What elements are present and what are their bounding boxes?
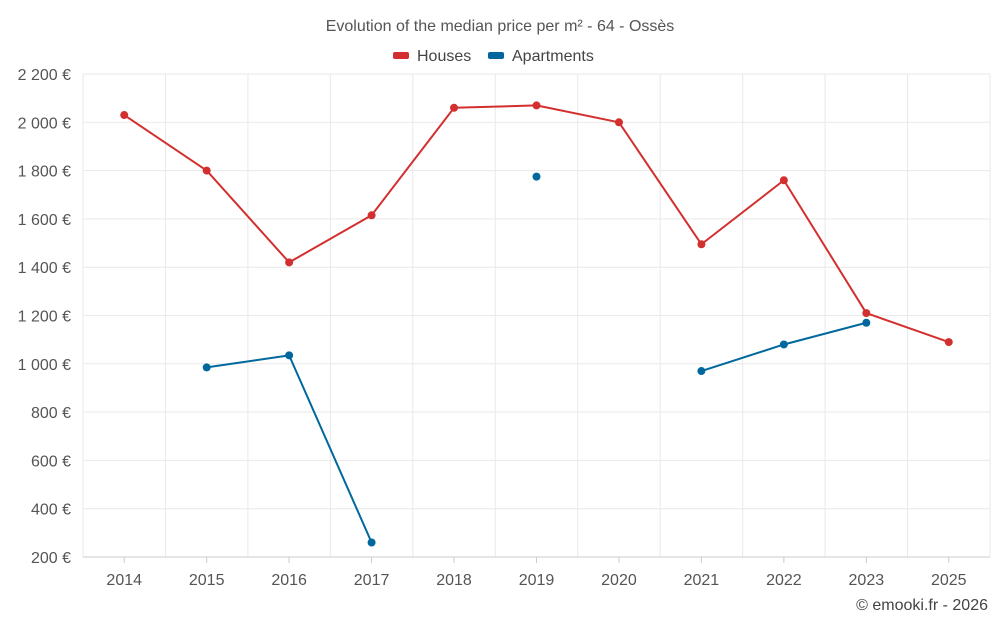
x-tick-label: 2014	[106, 572, 142, 589]
data-point-houses-2020[interactable]	[614, 118, 623, 127]
x-tick-label: 2021	[684, 572, 720, 589]
plot-area	[120, 101, 953, 547]
data-point-apartments-2019[interactable]	[532, 172, 541, 181]
y-tick-label: 1 200 €	[18, 309, 71, 326]
legend-item-apartments[interactable]: Apartments	[488, 48, 594, 65]
legend-label: Apartments	[512, 48, 594, 65]
data-point-apartments-2023[interactable]	[862, 318, 871, 327]
data-point-apartments-2016[interactable]	[285, 351, 294, 360]
x-tick-label: 2020	[601, 572, 637, 589]
x-tick-label: 2017	[354, 572, 390, 589]
legend-item-houses[interactable]: Houses	[393, 48, 471, 65]
x-tick-label: 2018	[436, 572, 472, 589]
credit-text: © emooki.fr - 2026	[856, 597, 988, 614]
y-axis: 200 € 400 € 600 € 800 € 1 000 € 1 200 € 1 400 …	[18, 67, 71, 567]
data-point-apartments-2022[interactable]	[779, 340, 788, 349]
data-point-houses-2018[interactable]	[450, 103, 459, 112]
x-tick-label: 2022	[766, 572, 802, 589]
legend-label: Houses	[417, 48, 471, 65]
series-line-apartments	[206, 354, 373, 543]
y-tick-label: 200 €	[31, 550, 71, 567]
data-point-houses-2025[interactable]	[944, 338, 953, 347]
y-tick-label: 1 600 €	[18, 212, 71, 229]
x-tick-label: 2019	[519, 572, 555, 589]
grid-lines	[82, 73, 991, 558]
series-houses[interactable]	[120, 101, 953, 347]
data-point-houses-2023[interactable]	[862, 309, 871, 318]
data-point-houses-2017[interactable]	[367, 211, 376, 220]
x-tick-label: 2016	[271, 572, 307, 589]
legend[interactable]: Houses Apartments	[393, 48, 594, 65]
x-tick-label: 2023	[849, 572, 885, 589]
data-point-houses-2021[interactable]	[697, 240, 706, 249]
y-tick-label: 1 400 €	[18, 260, 71, 277]
data-point-houses-2022[interactable]	[779, 176, 788, 185]
data-point-houses-2016[interactable]	[285, 258, 294, 267]
data-point-apartments-2021[interactable]	[697, 367, 706, 376]
data-point-houses-2019[interactable]	[532, 101, 541, 110]
data-point-apartments-2015[interactable]	[202, 363, 211, 372]
y-tick-label: 600 €	[31, 453, 71, 470]
data-point-houses-2015[interactable]	[202, 166, 211, 175]
series-apartments[interactable]	[202, 172, 871, 547]
y-tick-label: 400 €	[31, 502, 71, 519]
x-axis: 2014 2015 2016 2017 2018 2019 2020 2021 2022 2023…	[83, 556, 990, 589]
data-point-houses-2014[interactable]	[120, 111, 129, 120]
y-tick-label: 2 000 €	[18, 115, 71, 132]
x-tick-label: 2015	[189, 572, 225, 589]
y-tick-label: 1 800 €	[18, 164, 71, 181]
x-tick-label: 2025	[931, 572, 967, 589]
legend-swatch	[488, 52, 504, 59]
y-tick-label: 800 €	[31, 405, 71, 422]
y-tick-label: 2 200 €	[18, 67, 71, 84]
legend-swatch	[393, 52, 409, 59]
y-tick-label: 1 000 €	[18, 357, 71, 374]
chart-title: Evolution of the median price per m² - 6…	[326, 18, 675, 35]
data-point-apartments-2017[interactable]	[367, 538, 376, 547]
